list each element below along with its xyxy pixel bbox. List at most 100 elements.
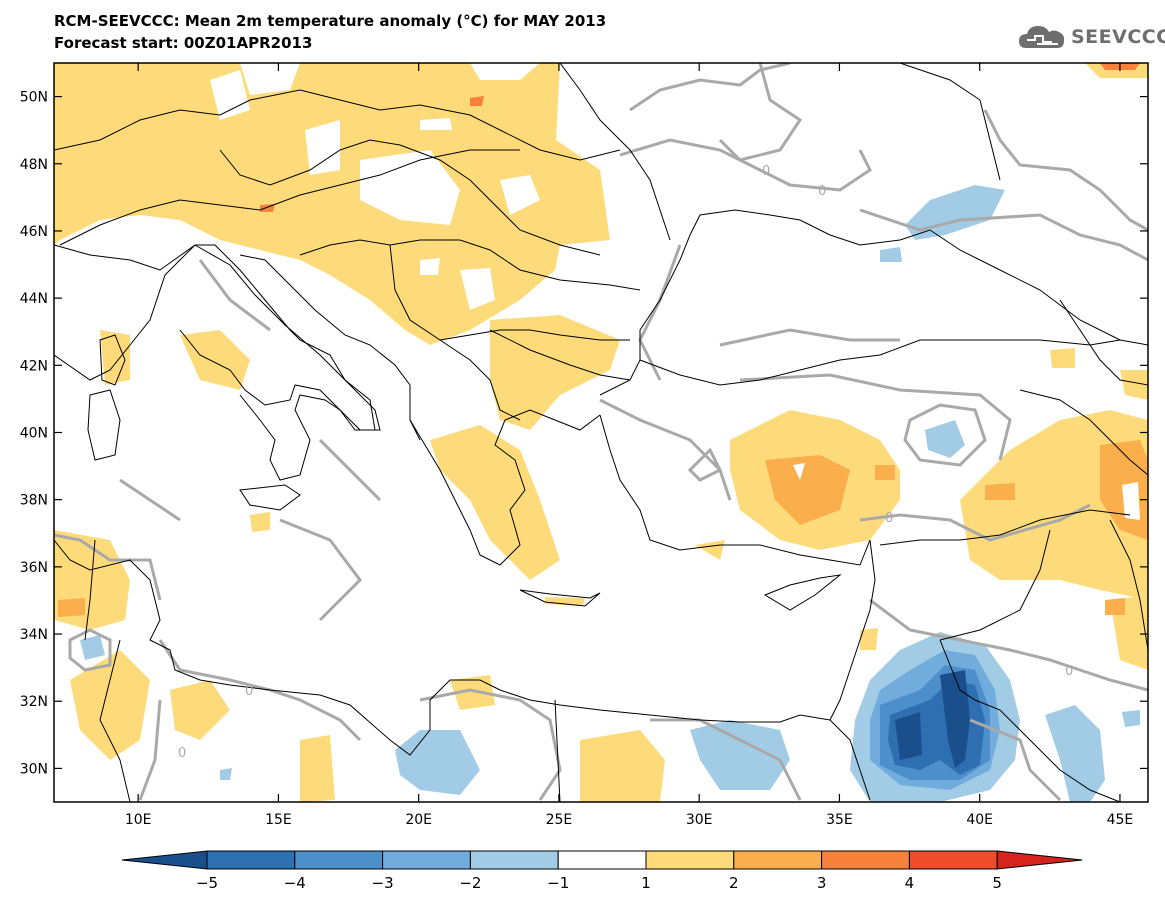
x-tick-label: 40E [966, 812, 993, 828]
coastline-north-africa [54, 539, 831, 756]
cold-area-algeria [80, 635, 105, 660]
colorbar-segment [733, 850, 823, 870]
border-syria-iraq [939, 529, 1051, 641]
contour-label: 0 [178, 746, 186, 761]
x-tick-label: 10E [125, 812, 152, 828]
y-tick-label: 40N [20, 426, 48, 442]
y-tick-label: 48N [20, 157, 48, 173]
contour-label: 0 [885, 511, 893, 526]
border-sinai [829, 719, 871, 801]
y-tick-label: 30N [20, 761, 48, 777]
y-tick-label: 34N [20, 627, 48, 643]
zero-contours [54, 63, 1148, 802]
coastlines-and-borders [54, 63, 1148, 802]
border-russia [899, 63, 1001, 181]
contour-labels: 0 0 0 0 0 0 [178, 164, 1073, 761]
coastline-adriatic-east [239, 254, 421, 441]
border-egypt-libya [554, 699, 561, 802]
coastline-sicily [239, 484, 301, 511]
warm-area-egypt [580, 730, 665, 802]
x-tick-label: 25E [546, 812, 573, 828]
border-caucasus [1059, 299, 1148, 386]
x-tick-label: 20E [405, 812, 432, 828]
map-title: RCM-SEEVCCC: Mean 2m temperature anomaly… [54, 12, 607, 30]
warm-area-sicily [250, 512, 270, 532]
warm-area-levant [860, 628, 878, 650]
coastline-corsica [99, 334, 126, 386]
warm-area-caucasus-north [1050, 348, 1075, 368]
contour-label: 0 [762, 164, 770, 179]
border-balkans-1 [299, 239, 641, 291]
border-central-europe-2 [59, 149, 520, 246]
y-tick-label: 46N [20, 224, 48, 240]
contour-label: 0 [1065, 664, 1073, 679]
coastline-sardinia [87, 389, 121, 461]
x-tick-label: 35E [826, 812, 853, 828]
colorbar-segment [821, 850, 910, 870]
colorbar: −5 −4 −3 −2 −1 1 2 3 4 5 [121, 850, 1083, 892]
border-romania-bulgaria [489, 329, 631, 381]
y-tick-label: 44N [20, 291, 48, 307]
forecast-start-label: Forecast start: 00Z01APR2013 [54, 34, 313, 52]
warm-area-libya-central [300, 735, 335, 802]
cold-area-libya-coast [395, 730, 480, 795]
contour-label: 0 [818, 184, 826, 199]
colorbar-segment [469, 850, 559, 870]
colorbar-segment [908, 850, 998, 870]
border-italy-alps [54, 244, 196, 271]
cold-area-egypt [690, 720, 790, 790]
colorbar-label: −4 [284, 874, 306, 892]
border-turkey-syria [879, 509, 1131, 546]
cold-area-crimea [880, 247, 902, 262]
colorbar-label: −1 [547, 874, 569, 892]
colorbar-arrow-high [996, 850, 1083, 870]
colorbar-label: −3 [372, 874, 394, 892]
contour-label: 0 [245, 684, 253, 699]
border-libya-tunisia [99, 639, 131, 802]
warm-area-libya-west [170, 680, 230, 740]
colorbar-label: −5 [196, 874, 218, 892]
coastline-cyprus [763, 574, 842, 611]
colorbar-label: 4 [905, 874, 915, 892]
colorbar-segment [382, 850, 471, 870]
border-central-europe-1 [54, 89, 621, 161]
border-turkey-east [1019, 389, 1148, 476]
seevccc-logo: SEEVCCC [1018, 22, 1165, 52]
coastline-black-sea-south [639, 339, 1121, 386]
warm-area-italy-south [180, 330, 250, 390]
warm-area-cyrenaica [450, 675, 495, 710]
y-tick-label: 32N [20, 694, 48, 710]
colorbar-segment [294, 850, 384, 870]
cold-area-libya-south [220, 768, 232, 780]
colorbar-label: 2 [729, 874, 739, 892]
neutral-areas-inner [210, 63, 540, 310]
warm-area-greece [430, 425, 560, 580]
cold-area-azov [905, 185, 1005, 240]
coastline-black-sea [599, 209, 1148, 396]
coastline-levant [829, 539, 876, 721]
cloud-icon [1019, 26, 1065, 48]
warm-area-crete [545, 597, 585, 606]
colorbar-label: −2 [459, 874, 481, 892]
colorbar-segment [557, 850, 647, 870]
coastline-italy-boot [194, 244, 381, 481]
coastline-turkey-south [599, 414, 871, 566]
colorbar-label: 5 [992, 874, 1002, 892]
border-balkans-3 [439, 329, 630, 341]
colorbar-label: 1 [641, 874, 651, 892]
x-tick-label: 15E [265, 812, 292, 828]
border-austria-hungary [219, 139, 601, 256]
x-tick-label: 45E [1107, 812, 1134, 828]
colorbar-arrow-low [121, 850, 208, 870]
cold-area-iraq [1045, 705, 1105, 802]
cold-area-iraq-east [1122, 710, 1140, 727]
cold-area-east-turkey [925, 420, 965, 458]
colorbar-label: 3 [817, 874, 827, 892]
x-tick-label: 30E [686, 812, 713, 828]
border-iraq-iran [1109, 519, 1148, 651]
axis-ticks: 10E 15E 20E 25E 30E 35E 40E 45E 30N 32N 34N 36N 38N 4… [20, 63, 1148, 828]
border-jordan-saudi [939, 639, 1121, 802]
border-balkans-2 [389, 244, 521, 421]
coastline-crete [519, 589, 601, 607]
